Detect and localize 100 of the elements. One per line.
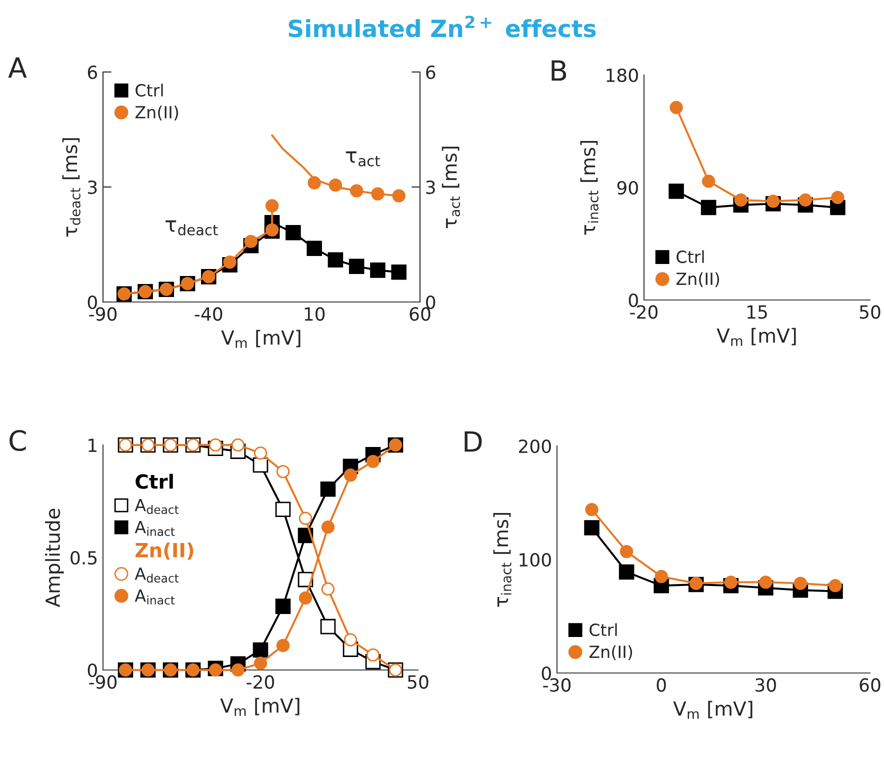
point [306,240,322,256]
x-tick-label: -20 [246,675,274,689]
point [798,193,812,207]
point [668,184,684,199]
point [320,618,336,634]
point [308,176,321,190]
y-tick-label: 0 [88,663,97,678]
text: D [464,431,482,452]
legend-label: Zn(II) [135,106,178,120]
x-tick-label: 15 [747,305,767,319]
legend-label: A$_{deact}$ [134,568,179,583]
y-tick-label: 180 [606,68,638,82]
y-tick-label: 200 [519,439,551,454]
point [618,564,634,580]
point [252,642,268,658]
point [366,648,380,662]
point [208,438,222,452]
y-tick-label: 0 [628,293,638,308]
x-tick-label: -40 [194,307,222,321]
point [298,512,312,525]
y2-tick-label: 3 [426,180,435,194]
legend-label: A$_{inact}$ [134,590,175,605]
point [321,582,335,596]
x-axis-title: V$_{m}$ [mV] [220,698,300,716]
text: A [8,57,27,78]
x-axis-title: V$_{m}$ [mV] [716,328,796,346]
x-tick-label: 60 [860,678,880,692]
point [344,633,358,646]
y-tick-label: 0.5 [70,550,97,565]
y-axis-title: τ$_{inact}$ [ms] [580,140,598,235]
point [371,187,384,200]
x-tick-label: 0 [656,678,666,692]
point [702,174,716,188]
x-tick-label: 30 [756,678,776,692]
point [344,468,358,482]
legend-label: Ctrl [590,623,617,636]
legend-label: Zn(II) [589,645,632,660]
point [320,481,336,497]
point [584,520,600,536]
y-tick-label: 100 [520,552,551,567]
annotation: Ctrl [136,474,173,489]
point [298,591,312,605]
y-axis-title: τ$_{deact}$ [ms] [62,138,80,237]
legend-label: Ctrl [676,250,704,264]
point [392,189,406,202]
legend-label: A$_{inact}$ [134,520,175,536]
y-tick-label: 0 [88,295,97,310]
x-tick-label: -30 [543,678,571,692]
point [370,262,386,278]
point [328,178,342,192]
point [231,438,245,452]
x-tick-label: -90 [89,675,117,689]
y-tick-label: 1 [88,438,96,452]
point [254,656,268,670]
point [828,579,842,592]
point [670,100,683,114]
point [759,576,772,589]
x-tick-label: 60 [410,307,430,321]
point [585,502,598,516]
point [794,576,808,590]
point [700,200,716,216]
x-axis-title: V$_{m}$ [mV] [221,330,300,348]
legend-label: A$_{deact}$ [134,498,179,514]
x-tick-label: 10 [304,307,325,321]
point [831,190,844,204]
x-tick-label: -20 [630,305,658,319]
x-tick-label: 50 [408,675,428,689]
point [734,193,748,207]
point [620,544,634,558]
point [766,194,780,208]
legend-label: Ctrl [136,84,163,97]
y2-tick-label: 6 [426,65,436,80]
point [321,520,335,534]
y-axis-title: τ$_{inact}$ [ms] [493,512,512,607]
point [391,264,407,280]
point [348,258,364,274]
x-tick-label: -90 [89,307,117,321]
x-tick-label: 50 [860,305,880,319]
x-axis-title: V$_{m}$ [mV] [673,700,752,719]
y-tick-label: 3 [88,180,97,194]
y2-axis-title: τ$_{act}$ [ms] [442,146,460,228]
point [724,576,738,589]
point [231,663,245,677]
point [276,638,290,652]
point [366,454,380,468]
annotation: τ$_{act}$ [346,151,380,166]
point [275,502,291,517]
text: C [10,430,26,452]
chart-title: Simulated Zn$^{2+}$ effects [288,16,596,38]
point [286,224,301,240]
y2-tick-label: 0 [426,295,436,310]
point [654,570,668,584]
point [254,446,268,460]
point [328,252,344,268]
annotation: Zn(II) [136,542,194,560]
y-tick-label: 90 [617,180,638,195]
text: B [552,60,566,81]
point [275,598,291,614]
point [276,464,290,478]
y-tick-label: 6 [88,65,97,80]
